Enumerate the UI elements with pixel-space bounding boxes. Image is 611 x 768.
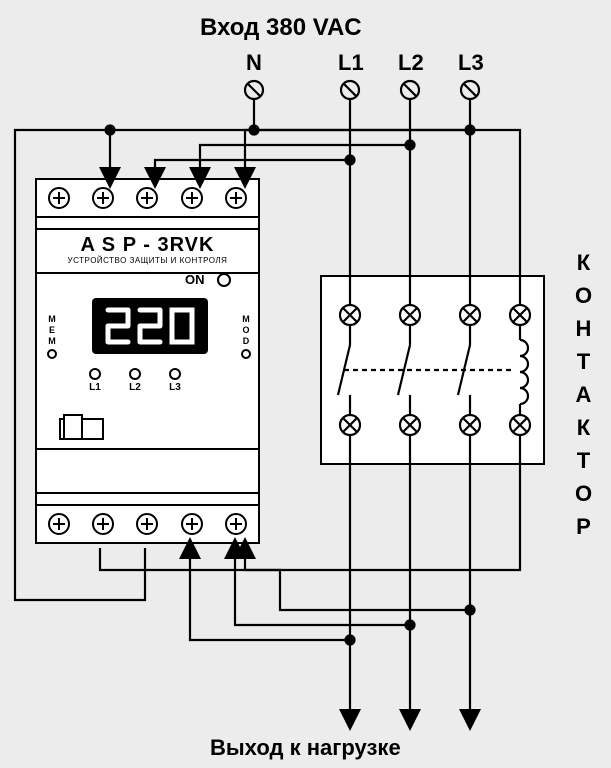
terminal-l3-label: L3: [458, 50, 484, 76]
screw-icon: [225, 513, 247, 535]
screw-icon: [48, 187, 70, 209]
device-top-terminals: [35, 178, 260, 218]
asp-device: A S P - 3RVK УСТРОЙСТВО ЗАЩИТЫ И КОНТРОЛ…: [35, 216, 260, 506]
screw-icon: [225, 187, 247, 209]
terminal-l2-label: L2: [398, 50, 424, 76]
input-title: Вход 380 VAC: [200, 14, 362, 42]
screw-icon: [48, 513, 70, 535]
output-title: Выход к нагрузке: [210, 735, 401, 761]
screw-icon: [92, 187, 114, 209]
screw-icon: [181, 187, 203, 209]
contactor-label: КОНТАКТОР: [570, 250, 596, 547]
screw-icon: [181, 513, 203, 535]
terminal-l1-label: L1: [338, 50, 364, 76]
screw-icon: [136, 513, 158, 535]
terminal-n-label: N: [246, 50, 262, 76]
contactor-body: [320, 275, 545, 465]
device-mid-panel: [35, 228, 260, 494]
screw-icon: [136, 187, 158, 209]
screw-icon: [92, 513, 114, 535]
device-bottom-terminals: [35, 504, 260, 544]
diagram-canvas: Вход 380 VAC N L1 L2 L3 КОНТАКТОР A S P …: [0, 0, 611, 768]
